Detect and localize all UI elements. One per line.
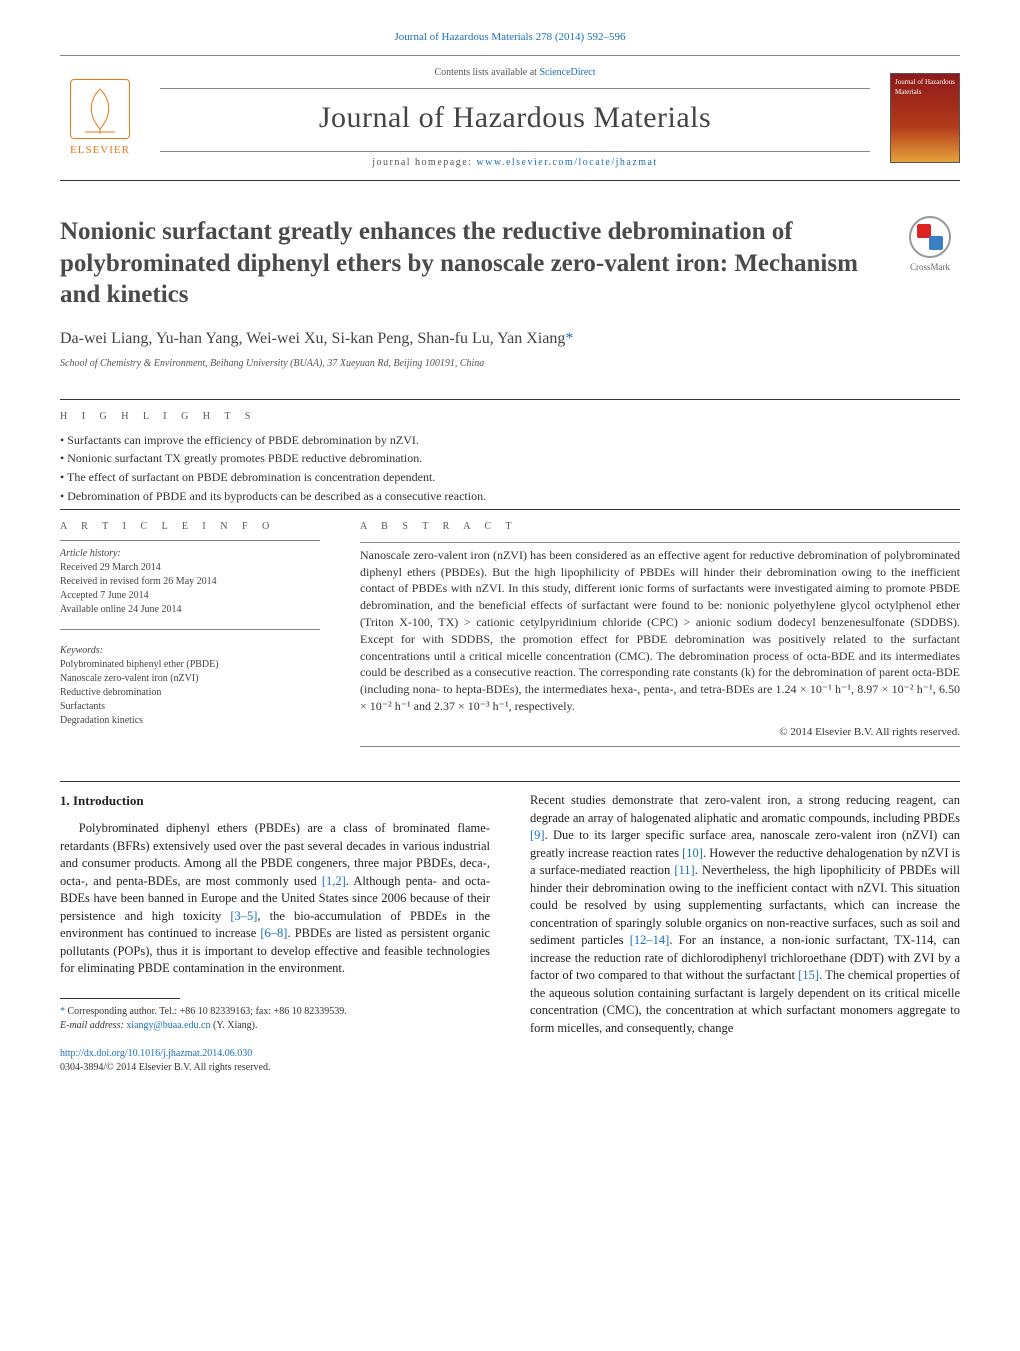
highlights-block: Surfactants can improve the efficiency o… (60, 432, 960, 505)
corresponding-footnote: * Corresponding author. Tel.: +86 10 823… (60, 1005, 490, 1033)
keywords-label: Keywords: (60, 644, 320, 658)
history-item: Available online 24 June 2014 (60, 603, 320, 617)
intro-heading: 1. Introduction (60, 792, 490, 810)
keyword-item: Degradation kinetics (60, 714, 320, 728)
affiliation: School of Chemistry & Environment, Beiha… (60, 357, 960, 371)
keyword-item: Reductive debromination (60, 686, 320, 700)
ref-link[interactable]: [11] (674, 863, 694, 877)
doi-link[interactable]: http://dx.doi.org/10.1016/j.jhazmat.2014… (60, 1048, 252, 1059)
abstract-column: A B S T R A C T Nanoscale zero-valent ir… (360, 520, 960, 751)
crossmark-icon (909, 216, 951, 258)
contents-pre: Contents lists available at (434, 67, 539, 78)
abstract-bottom-rule (360, 746, 960, 747)
issn-copyright: 0304-3894/© 2014 Elsevier B.V. All right… (60, 1062, 270, 1073)
body-col-right: Recent studies demonstrate that zero-val… (530, 792, 960, 1075)
highlight-item: Debromination of PBDE and its byproducts… (60, 488, 960, 505)
journal-name: Journal of Hazardous Materials (160, 97, 870, 139)
homepage-pre: journal homepage: (372, 157, 476, 168)
ref-link[interactable]: [6–8] (260, 926, 287, 940)
abstract-label: A B S T R A C T (360, 520, 960, 534)
email-post: (Y. Xiang). (210, 1020, 257, 1031)
homepage-link[interactable]: www.elsevier.com/locate/jhazmat (476, 157, 657, 168)
journal-header: ELSEVIER Contents lists available at Sci… (60, 55, 960, 181)
sciencedirect-link[interactable]: ScienceDirect (539, 67, 595, 78)
authors-list: Da-wei Liang, Yu-han Yang, Wei-wei Xu, S… (60, 330, 565, 347)
highlights-label: H I G H L I G H T S (60, 410, 960, 424)
keyword-item: Surfactants (60, 700, 320, 714)
history-item: Accepted 7 June 2014 (60, 589, 320, 603)
abstract-text: Nanoscale zero-valent iron (nZVI) has be… (360, 547, 960, 715)
corresponding-mark: * (565, 330, 573, 347)
article-info-rule (60, 540, 320, 541)
intro-para-2: Recent studies demonstrate that zero-val… (530, 792, 960, 1037)
ref-link[interactable]: [1,2] (322, 874, 346, 888)
elsevier-tree-icon (70, 79, 130, 139)
journal-reference: Journal of Hazardous Materials 278 (2014… (60, 30, 960, 45)
contents-line: Contents lists available at ScienceDirec… (160, 66, 870, 80)
history-item: Received in revised form 26 May 2014 (60, 575, 320, 589)
highlight-item: Nonionic surfactant TX greatly promotes … (60, 450, 960, 467)
crossmark-widget[interactable]: CrossMark (900, 216, 960, 274)
article-info-label: A R T I C L E I N F O (60, 520, 320, 534)
keyword-item: Polybrominated biphenyl ether (PBDE) (60, 658, 320, 672)
keywords-rule (60, 629, 320, 630)
body-col-left: 1. Introduction Polybrominated diphenyl … (60, 792, 490, 1075)
ref-link[interactable]: [12–14] (630, 933, 670, 947)
corresponding-email-link[interactable]: xiangy@buaa.edu.cn (126, 1020, 210, 1031)
highlights-rule (60, 399, 960, 400)
authors-line: Da-wei Liang, Yu-han Yang, Wei-wei Xu, S… (60, 328, 960, 350)
elsevier-logo: ELSEVIER (60, 73, 140, 163)
ref-link[interactable]: [15] (798, 968, 819, 982)
info-abstract-row: A R T I C L E I N F O Article history: R… (60, 509, 960, 751)
title-row: Nonionic surfactant greatly enhances the… (60, 216, 960, 310)
highlights-list: Surfactants can improve the efficiency o… (60, 432, 960, 505)
keyword-item: Nanoscale zero-valent iron (nZVI) (60, 672, 320, 686)
highlight-item: Surfactants can improve the efficiency o… (60, 432, 960, 449)
history-label: Article history: (60, 547, 320, 561)
elsevier-wordmark: ELSEVIER (70, 143, 130, 158)
header-center: Contents lists available at ScienceDirec… (160, 66, 870, 170)
journal-cover-thumbnail: Journal of Hazardous Materials (890, 73, 960, 163)
highlight-item: The effect of surfactant on PBDE debromi… (60, 469, 960, 486)
crossmark-label: CrossMark (910, 261, 950, 274)
email-label: E-mail address: (60, 1020, 126, 1031)
header-rule-bottom (160, 151, 870, 152)
doi-block: http://dx.doi.org/10.1016/j.jhazmat.2014… (60, 1047, 490, 1075)
article-title: Nonionic surfactant greatly enhances the… (60, 216, 880, 310)
ref-link[interactable]: [10] (682, 846, 703, 860)
article-info-column: A R T I C L E I N F O Article history: R… (60, 520, 320, 751)
text: Recent studies demonstrate that zero-val… (530, 793, 960, 825)
abstract-copyright: © 2014 Elsevier B.V. All rights reserved… (360, 725, 960, 740)
header-rule-top (160, 88, 870, 89)
abstract-rule (360, 542, 960, 543)
homepage-line: journal homepage: www.elsevier.com/locat… (160, 156, 870, 170)
footnote-text: Corresponding author. Tel.: +86 10 82339… (65, 1006, 347, 1017)
ref-link[interactable]: [9] (530, 828, 545, 842)
footnote-rule (60, 998, 180, 999)
history-item: Received 29 March 2014 (60, 561, 320, 575)
ref-link[interactable]: [3–5] (230, 909, 257, 923)
intro-para-1: Polybrominated diphenyl ethers (PBDEs) a… (60, 820, 490, 978)
body-columns: 1. Introduction Polybrominated diphenyl … (60, 781, 960, 1075)
